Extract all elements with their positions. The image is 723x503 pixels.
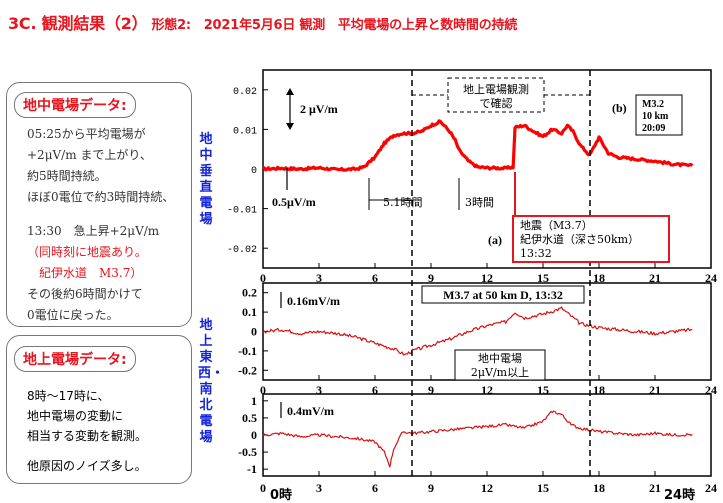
panel-line: 地中電場の変動に [27,409,124,423]
y-tick-label: -0.02 [227,245,257,256]
x-tick-label: 12 [481,383,493,397]
panel-line: 8時～17時に、 [27,389,110,403]
mid-annotations: 0.16mV/m M3.7 at 50 km D, 13:32 地中電場 2μV… [280,285,585,381]
x-tick-label: 0 [260,383,266,397]
x-tick-label: 15 [537,383,549,397]
panel-line: +2μV/m まで上がり、 [27,148,152,162]
x-tick-label: 18 [593,383,605,397]
surface-field-panel-title: 地上電場データ: [14,346,136,372]
y-tick-label: -0.01 [227,206,257,217]
label-a: (a) [488,233,502,247]
mid-eq-label: M3.7 at 50 km D, 13:32 [443,288,563,302]
label-b: (b) [612,101,627,115]
series-line-1 [262,119,694,172]
x-tick-label: 21 [649,481,661,495]
panel-line: 他原因のノイズ多し。 [27,459,147,473]
x-tick-label: 21 [649,383,661,397]
arrowhead [286,123,294,130]
x-tick-label: 3 [316,271,322,285]
x-tick-label: 24 [705,271,717,285]
x-tick-label: 6 [372,383,378,397]
earthquake-box [512,215,670,263]
y-tick-label: 0.1 [242,305,257,319]
y-tick-label: 0 [251,428,257,442]
b-box [635,94,683,136]
panel-line-highlight: 紀伊水道 M3.7） [27,266,143,280]
x-tick-label: 15 [537,271,549,285]
y-tick-label: 0.5 [242,411,257,425]
x-tick-label: 18 [593,271,605,285]
x-tick-label: 9 [428,383,434,397]
duration1-label: 5.1時間 [383,196,423,209]
time-start-label: 0時 [270,488,293,503]
earthquake-line1: 地震（M3.7） [520,219,593,232]
series-line-2 [262,306,693,356]
panel-line-highlight: （同時刻に地震あり。 [27,245,147,259]
b-time: 20:09 [642,123,665,134]
traces-group [262,119,694,468]
bottom-annotations: 0.4mV/m [280,402,334,418]
panel-line: 05:25から平均電場が [27,127,146,141]
x-tick-label: 9 [428,481,434,495]
x-tick-label: 15 [537,481,549,495]
vertical-field-axis-label: 地中垂直電場 [199,132,213,227]
y-tick-label: -0.1 [238,344,257,358]
x-tick-label: 3 [316,481,322,495]
title-main: 3C. 観測結果（2） [8,14,148,33]
panel-line: 0電位に戻った。 [27,308,119,322]
panel-line: 約5時間持続。 [27,169,107,183]
title-sub: 形態2: 2021年5月6日 観測 平均電場の上昇と数時間の持続 [151,18,518,33]
b-depth: 10 km [642,111,669,122]
panel-line: その後約6時間かけて [27,287,143,301]
ground-field-panel-title: 地中電場データ: [14,92,136,118]
x-tick-label: 0 [260,271,266,285]
field-box-line1: 地中電場 [478,352,522,365]
small-scale-label: 0.5μV/m [272,195,316,209]
x-tick-label: 24 [705,383,717,397]
y-tick-label: 0 [251,325,257,339]
x-tick-label: 24 [705,481,717,495]
x-tick-label: 3 [316,383,322,397]
y-tick-label: 0.2 [242,286,257,300]
page-title: 3C. 観測結果（2） 形態2: 2021年5月6日 観測 平均電場の上昇と数時間… [8,10,517,34]
y-tick-label: 1 [251,394,257,408]
ground-field-panel [6,82,192,327]
y-tick-label: 0.02 [233,87,257,98]
panel-line: 13:30 急上昇+2μV/m [27,224,160,238]
y-tick-label: -0.5 [238,445,257,459]
x-tick-label: 0 [260,481,266,495]
mid-scale-label: 0.16mV/m [287,294,340,308]
y-tick-label: 0 [251,166,257,177]
field-box-line2: 2μV/m以上 [471,366,529,379]
x-tick-label: 21 [649,271,661,285]
scale-label-top: 2 μV/m [300,102,338,116]
top-annotations: 2 μV/m 0.5μV/m 5.1時間 3時間 地上電場観測 で確認 (b) … [272,77,683,263]
bot-scale-label: 0.4mV/m [287,404,334,418]
x-tick-label: 6 [372,481,378,495]
y-tick-label: 0.01 [233,126,257,137]
series-line-3 [262,410,693,468]
x-tick-label: 12 [481,271,493,285]
time-end-label: 24時 [664,488,696,503]
y-tick-label: -0.2 [238,363,257,377]
x-tick-label: 6 [372,271,378,285]
confirm-line2: で確認 [480,96,513,110]
confirm-line1: 地上電場観測 [463,82,529,96]
mid-eq-box [421,285,585,304]
y-tick-label: -1 [247,462,257,476]
earthquake-line2: 紀伊水道（深さ50km） [520,232,639,246]
arrowhead [286,88,294,95]
panel-line: ほぼ0電位で約3時間持続、 [27,190,175,204]
field-box [454,349,546,381]
x-tick-label: 12 [481,481,493,495]
earthquake-line3: 13:32 [520,247,552,260]
x-tick-label: 9 [428,271,434,285]
panel-line: 相当する変動を観測。 [27,429,148,443]
surface-field-axis-label: 地上東西・南北電場 [198,318,225,445]
b-mag: M3.2 [642,99,664,110]
duration2-label: 3時間 [465,196,494,209]
x-tick-label: 18 [593,481,605,495]
